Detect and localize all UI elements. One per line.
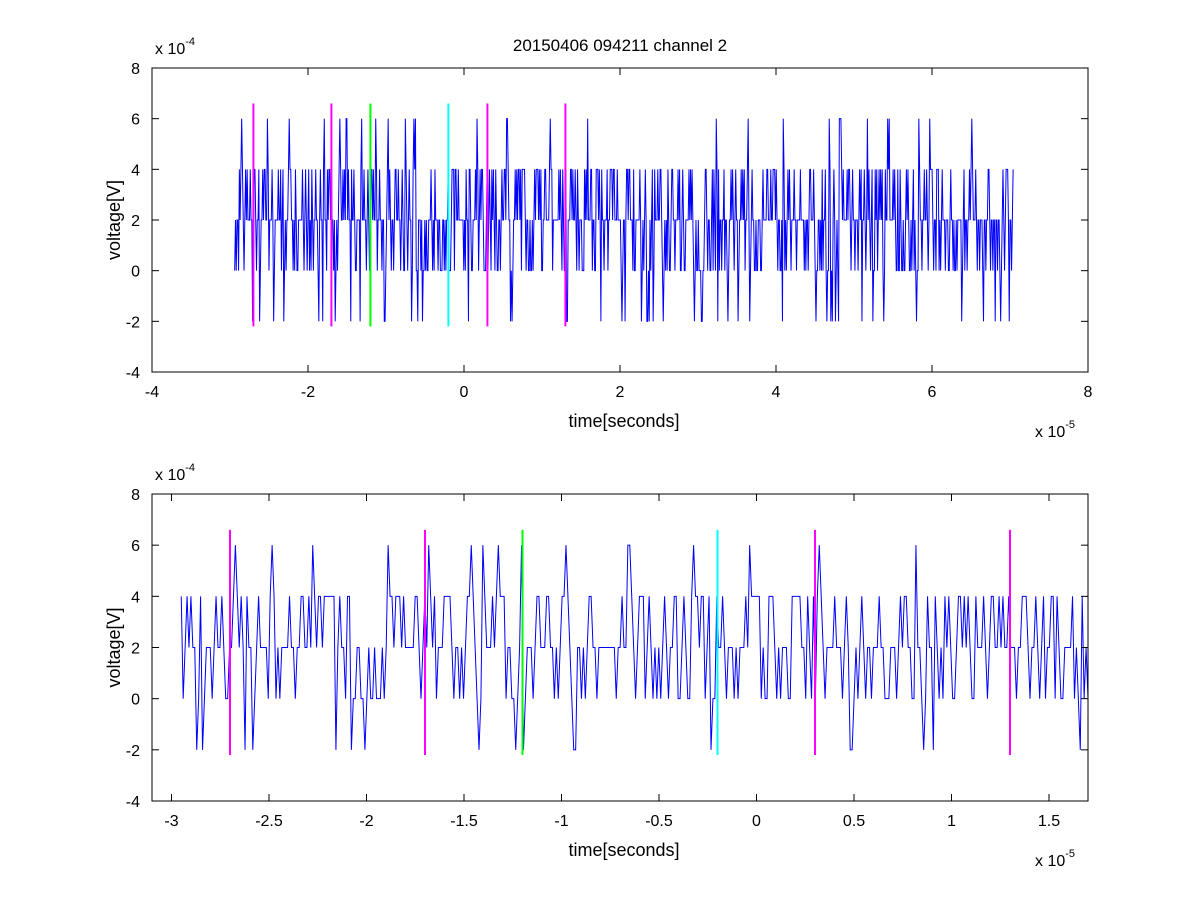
plot-bottom: -3 -2.5 -2 -1.5 -1 -0.5 0 0.5 1 1.5 -4 -2 0 2 4 6 8 time[… bbox=[104, 462, 1089, 870]
signal-line bbox=[180, 544, 1088, 751]
x-tick-label: 1 bbox=[947, 813, 956, 830]
y-tick-label: -4 bbox=[126, 794, 140, 811]
y-tick-label: 0 bbox=[131, 692, 140, 709]
y-tick-label: -2 bbox=[126, 743, 140, 760]
plot-top: -4 -2 0 2 4 6 8 -4 -2 0 2 4 6 8 time[seconds] voltage[V… bbox=[104, 36, 1093, 441]
y-tick-label: -4 bbox=[126, 365, 140, 382]
x-tick-label: -3 bbox=[164, 813, 178, 830]
x-tick-label: 0.5 bbox=[843, 813, 865, 830]
figure-title: 20150406 094211 channel 2 bbox=[513, 36, 727, 55]
x-tick-label: -2 bbox=[359, 813, 373, 830]
y-tick-label: 8 bbox=[131, 61, 140, 78]
y-tick-label: 0 bbox=[131, 264, 140, 281]
y-tick-label: 6 bbox=[131, 538, 140, 555]
x-tick-label: -4 bbox=[145, 384, 159, 401]
x-tick-label: 0 bbox=[752, 813, 761, 830]
signal-line bbox=[234, 118, 1014, 322]
x-tick-label: 4 bbox=[772, 384, 781, 401]
x-tick-label: 8 bbox=[1084, 384, 1093, 401]
y-tick-label: -2 bbox=[126, 314, 140, 331]
y-tick-label: 4 bbox=[131, 162, 140, 179]
x-exponent-label: x 10-5 bbox=[1035, 848, 1075, 870]
x-tick-label: 0 bbox=[460, 384, 469, 401]
x-tick-label: 6 bbox=[928, 384, 937, 401]
y-tick-label: 6 bbox=[131, 112, 140, 129]
y-tick-label: 8 bbox=[131, 487, 140, 504]
x-tick-label: 2 bbox=[616, 384, 625, 401]
y-exponent-label: x 10-4 bbox=[155, 462, 195, 484]
x-tick-label: -2 bbox=[301, 384, 315, 401]
y-axis-label: voltage[V] bbox=[104, 180, 124, 260]
x-tick-label: 1.5 bbox=[1038, 813, 1060, 830]
x-exponent-label: x 10-5 bbox=[1035, 419, 1075, 441]
x-tick-label: -2.5 bbox=[255, 813, 283, 830]
x-axis-label: time[seconds] bbox=[568, 840, 679, 860]
y-tick-label: 4 bbox=[131, 589, 140, 606]
y-tick-label: 2 bbox=[131, 213, 140, 230]
x-tick-label: -1 bbox=[554, 813, 568, 830]
x-tick-label: -0.5 bbox=[645, 813, 673, 830]
x-axis-label: time[seconds] bbox=[568, 411, 679, 431]
x-tick-label: -1.5 bbox=[450, 813, 478, 830]
y-exponent-label: x 10-4 bbox=[155, 36, 195, 58]
y-axis-label: voltage[V] bbox=[104, 607, 124, 687]
y-tick-label: 2 bbox=[131, 641, 140, 658]
